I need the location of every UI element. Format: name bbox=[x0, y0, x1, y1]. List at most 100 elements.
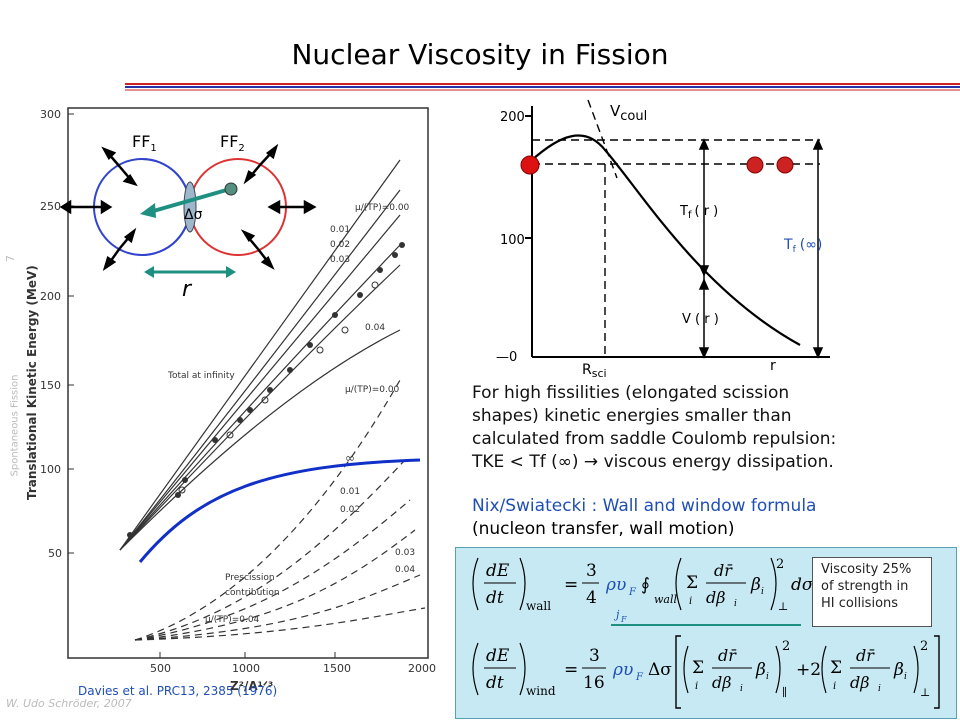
title-rule bbox=[125, 83, 960, 91]
formula-svg: dE dt wall = 3 4 ρυ F ∮ wall j F Σ i dr̄… bbox=[472, 557, 940, 709]
ytick-150: 150 bbox=[40, 379, 61, 392]
xtick-1500: 1500 bbox=[323, 662, 351, 675]
window-formula: dE dt wind = 3 16 ρυ F Δσ Σ i dr̄ dβ i β… bbox=[472, 635, 940, 709]
para-line-4: TKE < Tf (∞) → viscous energy dissipatio… bbox=[472, 452, 834, 472]
svg-text:dr̄: dr̄ bbox=[856, 646, 875, 665]
svg-text:dβ: dβ bbox=[850, 673, 870, 692]
formula-box: dE dt wall = 3 4 ρυ F ∮ wall j F Σ i dr̄… bbox=[455, 547, 957, 719]
ytick-300: 300 bbox=[40, 108, 61, 121]
svg-text:Δσ: Δσ bbox=[648, 660, 672, 680]
r-axis-label: r bbox=[770, 358, 776, 374]
label-inf: ∞ bbox=[345, 451, 355, 465]
label-002-top: 0.02 bbox=[330, 240, 350, 250]
svg-text:Σ: Σ bbox=[692, 658, 704, 678]
ball-2 bbox=[746, 156, 764, 174]
wall-formula: dE dt wall = 3 4 ρυ F ∮ wall j F Σ i dr̄… bbox=[472, 557, 814, 624]
label-004-bottom: 0.04 bbox=[395, 565, 415, 575]
explanation-paragraph: For high fissilities (elongated scission… bbox=[472, 382, 950, 474]
tfr-label: Tf( r ) bbox=[679, 204, 718, 221]
left-xlabel: Z²/A¹ᐟ³ bbox=[230, 679, 273, 693]
svg-text:ρυ: ρυ bbox=[612, 660, 633, 680]
left-plot-frame bbox=[67, 107, 429, 659]
svg-text:i: i bbox=[689, 596, 692, 607]
svg-text:2: 2 bbox=[782, 639, 790, 654]
svg-text:∮: ∮ bbox=[641, 575, 650, 595]
svg-text:i: i bbox=[695, 681, 698, 692]
svg-text:dr̄: dr̄ bbox=[714, 561, 733, 580]
author-footer: W. Udo Schröder, 2007 bbox=[6, 697, 132, 710]
para-line-1: For high fissilities (elongated scission bbox=[472, 383, 790, 403]
svg-text:dβ: dβ bbox=[712, 673, 732, 692]
ytick-250: 250 bbox=[40, 200, 61, 213]
wind-subscript: wind bbox=[526, 684, 556, 698]
svg-text:F: F bbox=[620, 615, 627, 624]
xtick-2000: 2000 bbox=[408, 662, 436, 675]
svg-text:Σ: Σ bbox=[830, 658, 842, 678]
svg-text:i: i bbox=[878, 684, 881, 694]
ff1-label: FF1 bbox=[132, 132, 157, 154]
ry-200: 200 bbox=[500, 110, 525, 125]
rsci-label: Rsci bbox=[582, 362, 607, 380]
left-ylabel: Translational Kinetic Energy (MeV) bbox=[25, 265, 39, 500]
para-line-3: calculated from saddle Coulomb repulsion… bbox=[472, 429, 837, 449]
ball-3 bbox=[776, 156, 794, 174]
svg-text:i: i bbox=[734, 599, 737, 609]
wall-frac-den: 4 bbox=[586, 588, 597, 608]
ytick-50: 50 bbox=[48, 547, 62, 560]
nucleon-transfer-line: (nucleon transfer, wall motion) bbox=[472, 519, 735, 539]
svg-text:F: F bbox=[635, 672, 644, 683]
label-003-top: 0.03 bbox=[330, 255, 350, 265]
svg-text:i: i bbox=[833, 681, 836, 692]
svg-text:β: β bbox=[893, 660, 904, 680]
viscosity-note: Viscosity 25% of strength in HI collisio… bbox=[812, 557, 932, 627]
svg-text:dE: dE bbox=[486, 561, 510, 581]
xtick-1000: 1000 bbox=[232, 662, 260, 675]
blue-curve bbox=[138, 458, 421, 563]
label-004-top: 0.04 bbox=[365, 323, 385, 333]
ann-mu-bot: μ/(TP)=0.04 bbox=[205, 615, 260, 625]
fission-fragments-diagram: FF1 FF2 Δσ r bbox=[59, 132, 317, 302]
ann-mu-mid: μ/(TP)=0.00 bbox=[345, 385, 400, 395]
right-plot: 200 100 —0 Vcoul Tf( r ) V ( r ) Rsci r … bbox=[496, 99, 830, 380]
ball-1 bbox=[520, 155, 540, 175]
wall-subscript: wall bbox=[526, 599, 551, 613]
svg-text:=: = bbox=[564, 575, 578, 595]
xtick-500: 500 bbox=[150, 662, 171, 675]
wind-frac-den: 16 bbox=[583, 673, 605, 693]
wind-frac-num: 3 bbox=[589, 646, 600, 666]
ann-total: Total at infinity bbox=[167, 371, 235, 381]
ytick-100: 100 bbox=[40, 463, 61, 476]
label-001-top: 0.01 bbox=[330, 225, 350, 235]
svg-text:dE: dE bbox=[486, 646, 510, 666]
svg-text:β: β bbox=[750, 575, 761, 595]
neck-ellipse bbox=[183, 181, 197, 233]
svg-text:β: β bbox=[755, 660, 766, 680]
note-line-1: Viscosity 25% bbox=[821, 562, 912, 577]
ry-100: 100 bbox=[500, 233, 525, 248]
svg-text:2: 2 bbox=[920, 639, 928, 654]
svg-text:2: 2 bbox=[776, 557, 784, 572]
svg-text:i: i bbox=[904, 672, 907, 682]
svg-text:+2: +2 bbox=[796, 660, 821, 680]
svg-text:⊥: ⊥ bbox=[778, 600, 788, 613]
svg-text:=: = bbox=[564, 660, 578, 680]
left-plot: 300 250 200 150 100 50 500 1000 1500 200… bbox=[25, 107, 436, 693]
tf-inf-label: Tf (∞) bbox=[783, 237, 822, 255]
label-001-bottom: 0.01 bbox=[340, 487, 360, 497]
svg-text:F: F bbox=[628, 587, 637, 598]
svg-text:⊥: ⊥ bbox=[920, 686, 930, 699]
r-label: r bbox=[182, 277, 193, 302]
ff2-label: FF2 bbox=[220, 132, 245, 154]
wall-frac-num: 3 bbox=[586, 561, 597, 581]
svg-text:Σ: Σ bbox=[686, 573, 698, 593]
svg-text:ρυ: ρυ bbox=[605, 575, 626, 595]
svg-text:i: i bbox=[761, 587, 764, 597]
svg-text:dt: dt bbox=[486, 588, 504, 608]
ry-0: —0 bbox=[496, 350, 517, 365]
citation: Davies et al. PRC13, 2385 (1976) bbox=[78, 684, 278, 698]
label-002-bottom: 0.02 bbox=[340, 505, 360, 515]
vr-label: V ( r ) bbox=[682, 312, 719, 327]
ytick-200: 200 bbox=[40, 290, 61, 303]
ann-mu-top: μ/(TP)=0.00 bbox=[355, 203, 410, 213]
ann-prescission-1: Prescission bbox=[225, 573, 275, 583]
